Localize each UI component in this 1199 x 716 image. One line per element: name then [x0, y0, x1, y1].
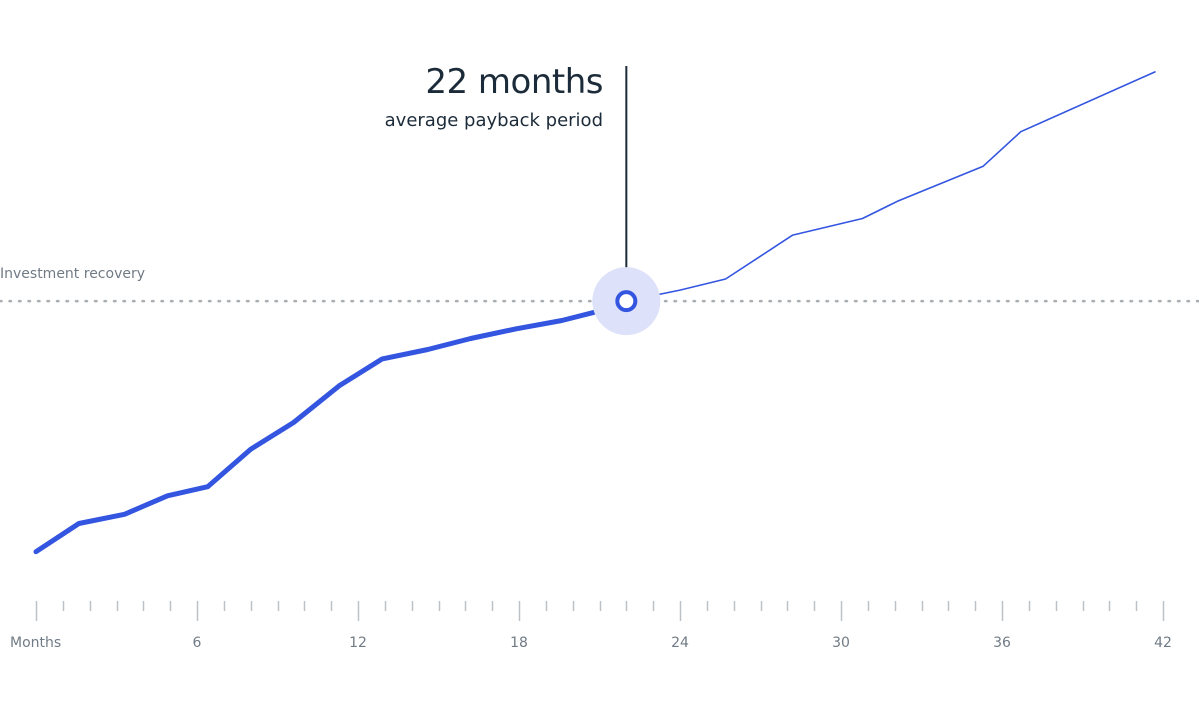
recovery-series-line — [33, 298, 629, 555]
payback-marker — [615, 290, 638, 313]
investment-recovery-label: Investment recovery — [0, 266, 146, 282]
x-tick-label: 6 — [193, 635, 202, 651]
x-tick-label: 12 — [349, 635, 367, 651]
x-tick-label: 24 — [671, 635, 689, 651]
x-tick-label: 42 — [1154, 635, 1172, 651]
x-tick-label: 18 — [510, 635, 528, 651]
payback-value: 22 months — [425, 62, 603, 102]
payback-caption: average payback period — [384, 110, 603, 131]
x-axis-title: Months — [10, 635, 61, 651]
x-tick-label: 36 — [993, 635, 1011, 651]
projection-series-line — [625, 71, 1156, 302]
x-tick-label: 30 — [832, 635, 850, 651]
